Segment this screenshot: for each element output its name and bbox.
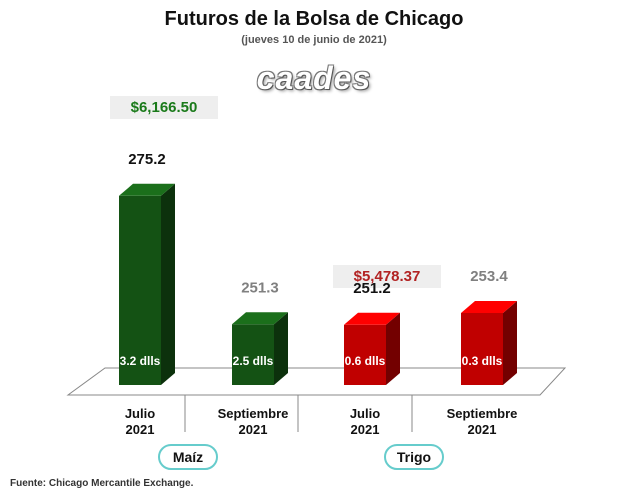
bar-value-label-1: 251.3 — [241, 279, 279, 296]
caades-logo: caades — [256, 60, 372, 96]
bar-front-1 — [232, 324, 274, 385]
bar-inner-label-0: 3.2 dlls — [120, 354, 161, 368]
chart-floor — [66, 367, 567, 396]
category-label-1-1: 2021 — [239, 422, 268, 437]
bar-side-0 — [161, 183, 175, 385]
category-label-1-0: Septiembre — [218, 406, 289, 421]
group-label-trigo: Trigo — [384, 444, 444, 470]
bar-inner-label-2: 0.6 dlls — [345, 354, 386, 368]
category-label-0-0: Julio — [125, 406, 155, 421]
bar-value-label-0: 275.2 — [128, 151, 166, 168]
category-label-3-0: Septiembre — [447, 406, 518, 421]
category-label-0-1: 2021 — [126, 422, 155, 437]
bar-value-label-2: 251.2 — [353, 280, 391, 297]
bar-side-3 — [503, 300, 517, 385]
source-footer: Fuente: Chicago Mercantile Exchange. — [10, 478, 194, 489]
group-label-maiz: Maíz — [158, 444, 218, 470]
bar-top-0 — [119, 183, 175, 196]
bar-front-3 — [461, 312, 503, 385]
bar-front-0 — [119, 195, 161, 385]
chart-subtitle: (jueves 10 de junio de 2021) — [241, 34, 387, 46]
bar-top-1 — [232, 312, 288, 325]
bar-top-3 — [461, 300, 517, 313]
bar-value-label-3: 253.4 — [470, 268, 508, 285]
bar-side-1 — [274, 312, 288, 385]
maiz-price-box: $6,166.50 — [110, 96, 218, 119]
bar-inner-label-3: 0.3 dlls — [462, 354, 503, 368]
chart-title: Futuros de la Bolsa de Chicago — [164, 8, 464, 30]
bar-side-2 — [386, 312, 400, 385]
category-label-2-1: 2021 — [351, 422, 380, 437]
trigo-price-box: $5,478.37 — [333, 265, 441, 288]
category-label-3-1: 2021 — [468, 422, 497, 437]
bar-inner-label-1: 2.5 dlls — [233, 354, 274, 368]
category-label-2-0: Julio — [350, 406, 380, 421]
bar-front-2 — [344, 324, 386, 385]
bar-top-2 — [344, 312, 400, 325]
